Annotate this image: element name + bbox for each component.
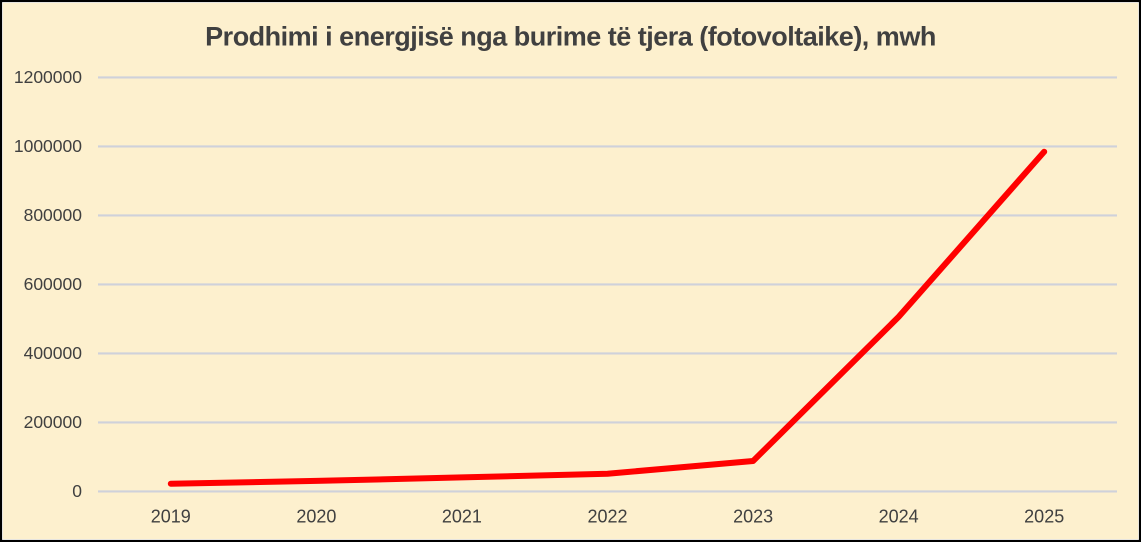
svg-text:Prodhimi i energjisë nga burim: Prodhimi i energjisë nga burime të tjera… <box>205 22 936 52</box>
svg-text:800000: 800000 <box>24 205 83 225</box>
svg-text:2019: 2019 <box>151 506 191 526</box>
svg-text:400000: 400000 <box>24 343 83 363</box>
svg-text:2024: 2024 <box>879 506 919 526</box>
svg-text:200000: 200000 <box>24 412 83 432</box>
svg-text:2021: 2021 <box>442 506 482 526</box>
svg-text:600000: 600000 <box>24 274 83 294</box>
svg-text:2025: 2025 <box>1024 506 1064 526</box>
svg-text:2023: 2023 <box>733 506 773 526</box>
svg-text:2020: 2020 <box>296 506 336 526</box>
svg-text:1200000: 1200000 <box>14 67 82 87</box>
svg-text:1000000: 1000000 <box>14 136 82 156</box>
svg-text:2022: 2022 <box>587 506 627 526</box>
svg-text:0: 0 <box>72 481 82 501</box>
